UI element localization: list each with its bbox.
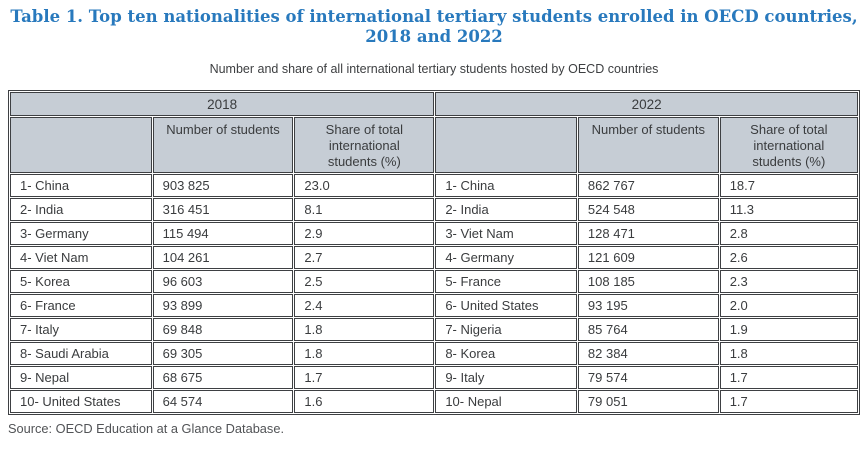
page-title-line2: 2018 and 2022 <box>365 27 503 46</box>
share-cell: 8.1 <box>294 198 435 221</box>
share-cell: 2.8 <box>719 222 858 245</box>
column-header-row: Number of students Share of total intern… <box>10 117 858 173</box>
share-cell: 1.9 <box>719 318 858 341</box>
country-cell: 6- France <box>10 294 152 317</box>
share-cell: 1.6 <box>294 390 435 413</box>
share-cell: 2.6 <box>719 246 858 269</box>
column-header-number-2018: Number of students <box>152 117 294 173</box>
share-cell: 1.7 <box>719 366 858 389</box>
column-header-country-2018 <box>10 117 152 173</box>
number-cell: 93 899 <box>152 294 294 317</box>
table-row-7: 7- Italy 69 848 1.8 7- Nigeria 85 764 1.… <box>10 318 858 341</box>
country-cell: 8- Korea <box>435 342 577 365</box>
column-header-country-2022 <box>435 117 577 173</box>
share-cell: 2.4 <box>294 294 435 317</box>
table-row-5: 5- Korea 96 603 2.5 5- France 108 185 2.… <box>10 270 858 293</box>
share-cell: 2.7 <box>294 246 435 269</box>
number-cell: 862 767 <box>577 174 719 197</box>
country-cell: 1- China <box>10 174 152 197</box>
table-row-10: 10- United States 64 574 1.6 10- Nepal 7… <box>10 390 858 413</box>
share-cell: 18.7 <box>719 174 858 197</box>
number-cell: 82 384 <box>577 342 719 365</box>
number-cell: 68 675 <box>152 366 294 389</box>
column-header-share-2022-label: Share of total international students (%… <box>750 122 828 169</box>
table-row-3: 3- Germany 115 494 2.9 3- Viet Nam 128 4… <box>10 222 858 245</box>
column-header-share-2018: Share of total international students (%… <box>294 117 435 173</box>
number-cell: 115 494 <box>152 222 294 245</box>
number-cell: 79 051 <box>577 390 719 413</box>
page-title-line1: Table 1. Top ten nationalities of intern… <box>10 7 858 26</box>
country-cell: 6- United States <box>435 294 577 317</box>
year-header-row: 2018 2022 <box>10 92 858 116</box>
number-cell: 93 195 <box>577 294 719 317</box>
country-cell: 9- Nepal <box>10 366 152 389</box>
share-cell: 2.5 <box>294 270 435 293</box>
country-cell: 2- India <box>435 198 577 221</box>
number-cell: 524 548 <box>577 198 719 221</box>
page-title: Table 1. Top ten nationalities of intern… <box>10 7 858 47</box>
country-cell: 5- France <box>435 270 577 293</box>
year-header-2018: 2018 <box>10 92 435 116</box>
share-cell: 11.3 <box>719 198 858 221</box>
number-cell: 69 848 <box>152 318 294 341</box>
page-subtitle: Number and share of all international te… <box>209 62 659 76</box>
table-row-2: 2- India 316 451 8.1 2- India 524 548 11… <box>10 198 858 221</box>
number-cell: 903 825 <box>152 174 294 197</box>
number-cell: 104 261 <box>152 246 294 269</box>
share-cell: 23.0 <box>294 174 435 197</box>
number-cell: 96 603 <box>152 270 294 293</box>
share-cell: 1.8 <box>294 318 435 341</box>
share-cell: 2.3 <box>719 270 858 293</box>
table-row-4: 4- Viet Nam 104 261 2.7 4- Germany 121 6… <box>10 246 858 269</box>
number-cell: 69 305 <box>152 342 294 365</box>
source-note: Source: OECD Education at a Glance Datab… <box>8 421 284 436</box>
number-cell: 79 574 <box>577 366 719 389</box>
country-cell: 2- India <box>10 198 152 221</box>
page: Table 1. Top ten nationalities of intern… <box>0 7 868 474</box>
number-cell: 121 609 <box>577 246 719 269</box>
country-cell: 7- Nigeria <box>435 318 577 341</box>
country-cell: 1- China <box>435 174 577 197</box>
table-row-6: 6- France 93 899 2.4 6- United States 93… <box>10 294 858 317</box>
country-cell: 5- Korea <box>10 270 152 293</box>
column-header-number-2022: Number of students <box>577 117 719 173</box>
country-cell: 3- Germany <box>10 222 152 245</box>
country-cell: 7- Italy <box>10 318 152 341</box>
share-cell: 1.7 <box>294 366 435 389</box>
column-header-share-2022: Share of total international students (%… <box>719 117 858 173</box>
students-table: 2018 2022 Number of students Share of to… <box>8 90 860 415</box>
country-cell: 3- Viet Nam <box>435 222 577 245</box>
country-cell: 10- United States <box>10 390 152 413</box>
table-row-8: 8- Saudi Arabia 69 305 1.8 8- Korea 82 3… <box>10 342 858 365</box>
country-cell: 9- Italy <box>435 366 577 389</box>
share-cell: 2.9 <box>294 222 435 245</box>
number-cell: 316 451 <box>152 198 294 221</box>
country-cell: 10- Nepal <box>435 390 577 413</box>
country-cell: 8- Saudi Arabia <box>10 342 152 365</box>
table-row-1: 1- China 903 825 23.0 1- China 862 767 1… <box>10 174 858 197</box>
number-cell: 108 185 <box>577 270 719 293</box>
share-cell: 2.0 <box>719 294 858 317</box>
table-row-9: 9- Nepal 68 675 1.7 9- Italy 79 574 1.7 <box>10 366 858 389</box>
share-cell: 1.8 <box>294 342 435 365</box>
share-cell: 1.8 <box>719 342 858 365</box>
number-cell: 64 574 <box>152 390 294 413</box>
number-cell: 128 471 <box>577 222 719 245</box>
number-cell: 85 764 <box>577 318 719 341</box>
year-header-2022: 2022 <box>435 92 858 116</box>
column-header-share-2018-label: Share of total international students (%… <box>325 122 403 169</box>
share-cell: 1.7 <box>719 390 858 413</box>
country-cell: 4- Germany <box>435 246 577 269</box>
country-cell: 4- Viet Nam <box>10 246 152 269</box>
